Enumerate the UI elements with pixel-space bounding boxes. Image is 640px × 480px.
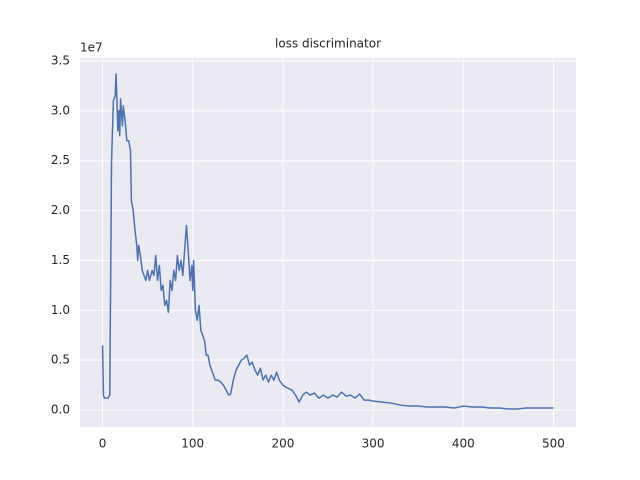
plot-area — [80, 58, 576, 427]
y-tick-label: 1.0 — [51, 303, 70, 317]
y-tick-label: 0.0 — [51, 403, 70, 417]
x-tick-label: 100 — [181, 437, 204, 451]
line — [101, 73, 554, 410]
y-offset-label: 1e7 — [80, 41, 103, 55]
y-tick-label: 3.0 — [51, 103, 70, 117]
y-tick-label: 0.5 — [51, 353, 70, 367]
x-tick-label: 300 — [362, 437, 385, 451]
chart-title: loss discriminator — [275, 37, 381, 51]
x-tick-label: 500 — [542, 437, 565, 451]
y-tick-label: 2.0 — [51, 203, 70, 217]
y-tick-label: 1.5 — [51, 253, 70, 267]
x-tick-label: 0 — [99, 437, 107, 451]
y-tick-label: 2.5 — [51, 153, 70, 167]
x-tick-label: 400 — [452, 437, 475, 451]
x-tick-label: 200 — [271, 437, 294, 451]
y-tick-label: 3.5 — [51, 53, 70, 67]
